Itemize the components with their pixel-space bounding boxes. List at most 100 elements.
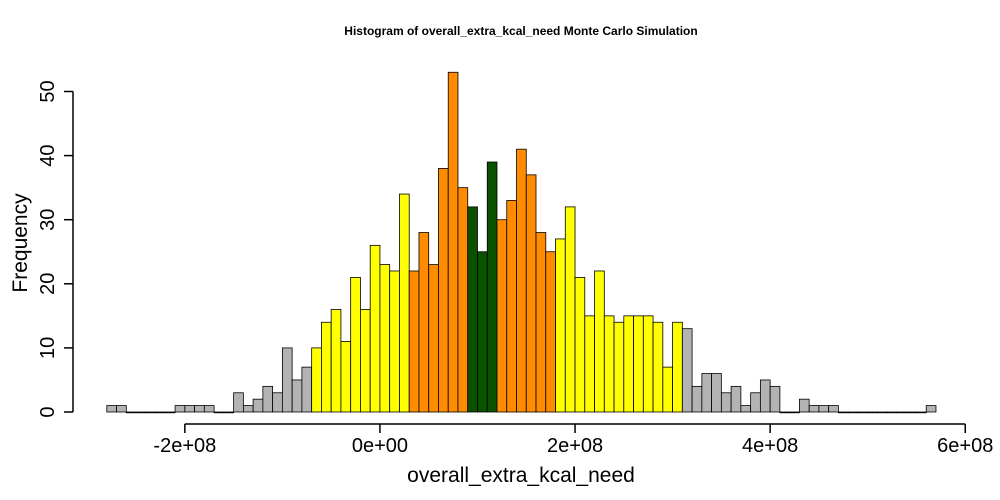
- histogram-bar: [701, 373, 713, 413]
- histogram-bar: [740, 405, 752, 413]
- histogram-bar: [321, 321, 332, 413]
- histogram-bar: [730, 385, 742, 413]
- y-axis-label: Frequency: [9, 193, 32, 293]
- histogram-bar: [135, 411, 147, 414]
- histogram-bar: [164, 411, 176, 414]
- histogram-bar: [418, 232, 430, 413]
- histogram-bar: [681, 328, 693, 413]
- histogram-bar: [369, 244, 381, 413]
- histogram-bar: [799, 398, 810, 413]
- histogram-bar: [252, 398, 264, 413]
- histogram-bar: [408, 270, 420, 413]
- y-tick-label: 40: [37, 144, 59, 166]
- histogram-bar: [174, 405, 186, 413]
- y-tick-label: 50: [37, 80, 59, 102]
- x-tick-label: -2e+08: [153, 435, 216, 457]
- histogram-bar: [399, 193, 410, 413]
- histogram-bar: [925, 405, 937, 413]
- histogram-bar: [467, 206, 478, 413]
- histogram-bar: [720, 392, 732, 413]
- histogram-bar: [340, 341, 352, 413]
- histogram-bar: [516, 148, 527, 413]
- y-tick-label: 10: [37, 337, 59, 359]
- histogram-bar: [438, 168, 449, 413]
- x-axis: -2e+08 0e+00 2e+08 4e+08 6e+08: [153, 423, 993, 457]
- histogram-bar: [564, 206, 576, 413]
- histogram-bar: [759, 379, 771, 413]
- histogram-bar: [574, 276, 586, 413]
- histogram-bar: [506, 200, 517, 413]
- histogram-bar: [447, 71, 459, 413]
- histogram-bar: [125, 411, 137, 414]
- y-tick-label: 30: [37, 209, 59, 231]
- histogram-bar: [916, 411, 927, 414]
- histogram-bar: [691, 385, 703, 413]
- histogram-bar: [389, 270, 400, 413]
- histogram-bar: [477, 251, 488, 413]
- histogram-bar: [281, 347, 293, 413]
- histogram-bar: [818, 405, 830, 413]
- histogram-bar: [330, 309, 342, 413]
- histogram-bar: [652, 321, 664, 413]
- histogram-bar: [291, 379, 303, 413]
- histogram-bar: [867, 411, 878, 414]
- histogram-bar: [623, 315, 634, 413]
- histogram-bar: [496, 219, 508, 413]
- histogram-bar: [555, 238, 566, 413]
- histogram-bar: [789, 411, 800, 414]
- histogram-bar: [233, 392, 244, 413]
- histogram-bar: [301, 366, 313, 413]
- chart-title: Histogram of overall_extra_kcal_need Mon…: [344, 24, 697, 38]
- histogram-bar: [642, 315, 654, 413]
- histogram-bar: [203, 405, 215, 413]
- y-tick-label: 20: [37, 273, 59, 295]
- histogram-bar: [838, 411, 849, 414]
- histogram-bar: [145, 411, 156, 414]
- histogram-bar: [360, 309, 371, 413]
- x-tick-label: 4e+08: [742, 435, 798, 457]
- histogram-bar: [711, 373, 722, 413]
- histogram-bar: [613, 321, 625, 413]
- histogram-bar: [662, 366, 673, 413]
- histogram-bar: [486, 161, 498, 413]
- histogram-bar: [262, 385, 274, 413]
- histogram-bar: [106, 405, 117, 413]
- histogram-bar: [769, 385, 781, 413]
- histogram-bar: [311, 347, 322, 413]
- histogram-bar: [242, 405, 254, 413]
- histogram-bar: [857, 411, 869, 414]
- x-tick-label: 0e+00: [352, 435, 408, 457]
- histogram-bar: [525, 174, 537, 413]
- histogram-bar: [545, 251, 556, 413]
- x-axis-label: overall_extra_kcal_need: [407, 464, 635, 487]
- histogram-bar: [603, 315, 615, 413]
- histogram-bar: [213, 411, 225, 414]
- histogram-bar: [594, 270, 605, 413]
- histogram-bar: [877, 411, 888, 414]
- bars-group: [106, 71, 937, 414]
- histogram-bar: [155, 411, 166, 414]
- histogram-bar: [828, 405, 839, 413]
- histogram-bar: [906, 411, 917, 414]
- histogram-bar: [535, 232, 547, 413]
- y-tick-label: 0: [37, 406, 59, 417]
- histogram-bar: [584, 315, 595, 413]
- histogram-bar: [779, 411, 791, 414]
- histogram-bar: [633, 315, 644, 413]
- histogram-bar: [194, 405, 205, 413]
- histogram-bar: [350, 276, 361, 413]
- histogram-bar: [272, 392, 283, 413]
- histogram-bar: [379, 264, 391, 413]
- histogram-bar: [184, 405, 195, 413]
- histogram-bar: [750, 392, 761, 413]
- x-tick-label: 2e+08: [547, 435, 603, 457]
- histogram-bar: [457, 187, 469, 413]
- histogram-bar: [116, 405, 127, 413]
- y-axis: 0 10 20 30 40 50: [37, 80, 74, 418]
- histogram-bar: [428, 264, 439, 413]
- histogram-bar: [896, 411, 908, 414]
- histogram-bar: [847, 411, 859, 414]
- histogram-bar: [886, 411, 898, 414]
- x-tick-label: 6e+08: [937, 435, 993, 457]
